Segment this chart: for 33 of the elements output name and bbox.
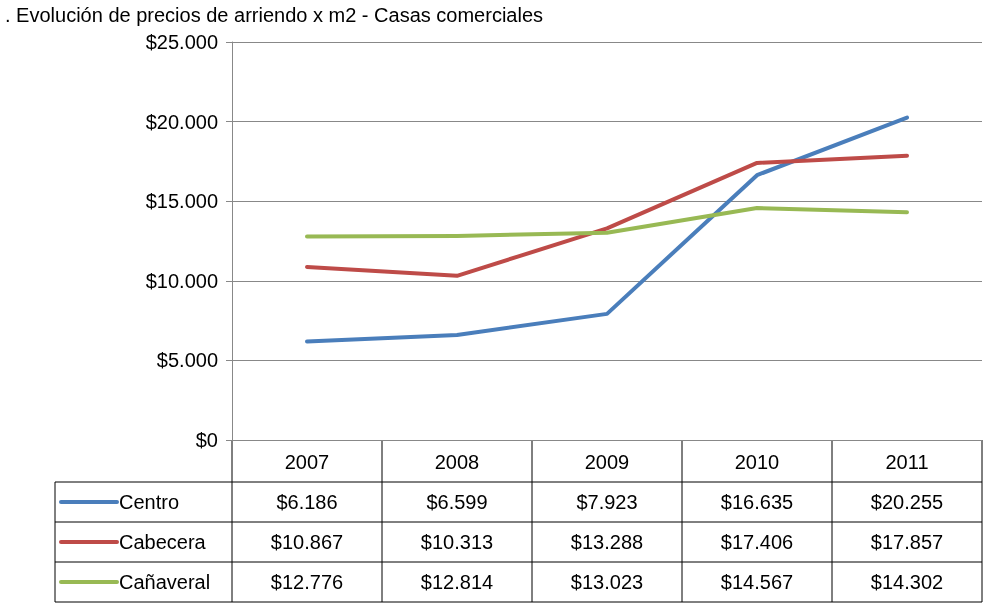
data-label: $10.313 xyxy=(420,531,494,553)
chart-title: . Evolución de precios de arriendo x m2 - Casas comerciales xyxy=(5,4,544,26)
data-label: $6.599 xyxy=(426,491,488,513)
data-label: $17.406 xyxy=(720,531,794,553)
x-tick-label: 2007 xyxy=(284,451,330,473)
x-tick-label: 2010 xyxy=(734,451,780,473)
line-series xyxy=(305,206,909,239)
y-tick-label: $15.000 xyxy=(145,190,218,213)
data-label: $13.288 xyxy=(570,531,644,553)
legend-label: Cabecera xyxy=(119,531,207,553)
line-series xyxy=(305,153,909,278)
x-tick-label: 2011 xyxy=(885,451,929,473)
data-label: $6.186 xyxy=(276,491,338,513)
data-label: $12.814 xyxy=(420,571,494,593)
data-label: $13.023 xyxy=(570,571,644,593)
legend-label: Centro xyxy=(119,491,180,513)
data-label: $16.635 xyxy=(720,491,794,513)
y-tick-label: $0 xyxy=(195,429,218,451)
y-tick-label: $25.000 xyxy=(145,31,218,53)
y-tick-label: $20.000 xyxy=(145,110,218,133)
y-tick-label: $10.000 xyxy=(145,269,218,292)
data-label: $12.776 xyxy=(270,571,344,593)
data-label: $17.857 xyxy=(870,531,944,553)
data-label: $14.302 xyxy=(870,571,944,593)
data-label: $14.567 xyxy=(720,571,794,593)
legend-label: Cañaveral xyxy=(119,571,211,593)
data-label: $7.923 xyxy=(576,491,638,513)
x-tick-label: 2009 xyxy=(584,451,630,473)
x-tick-label: 2008 xyxy=(434,451,480,473)
data-label: $20.255 xyxy=(870,491,944,513)
data-label: $10.867 xyxy=(270,531,344,553)
line-series xyxy=(305,115,909,344)
y-tick-label: $5.000 xyxy=(156,349,218,372)
